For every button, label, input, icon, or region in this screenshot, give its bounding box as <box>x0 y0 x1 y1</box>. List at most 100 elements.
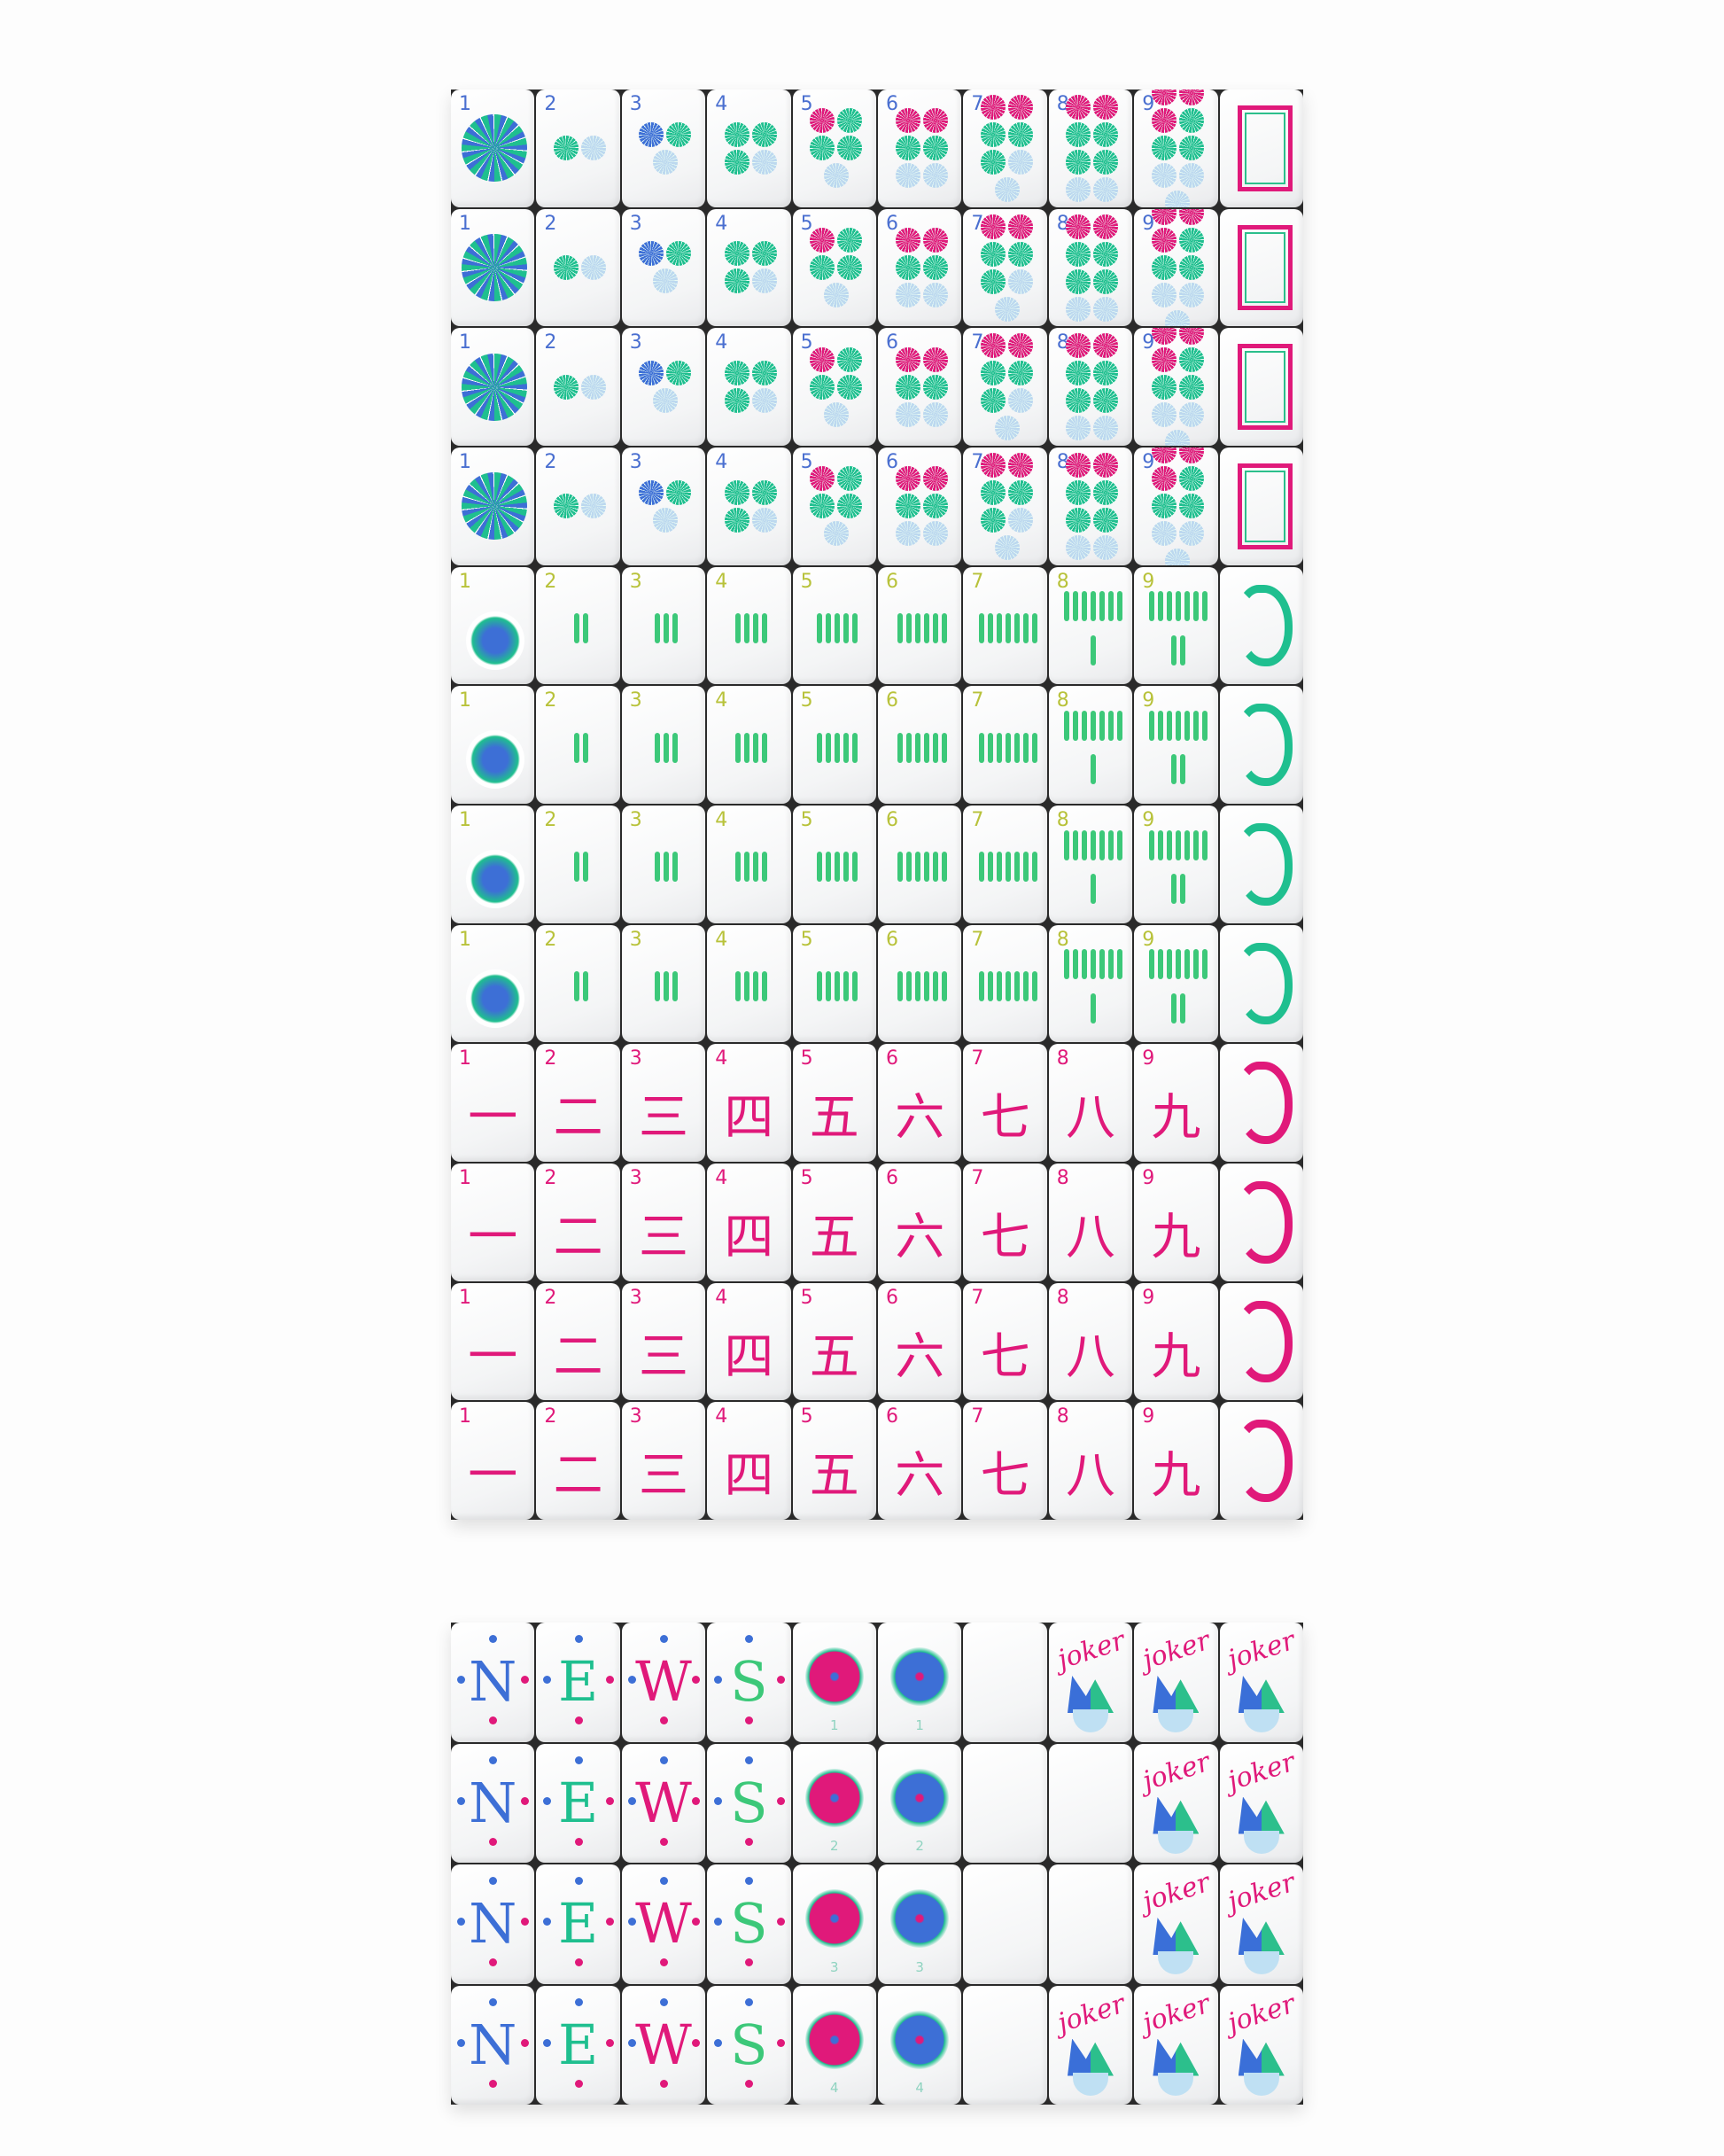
bamboo-stick-icon <box>735 852 742 883</box>
bamboo-tile: 8 <box>1048 806 1133 923</box>
compass-dot-icon <box>777 2038 786 2047</box>
bamboo-stick-icon <box>1072 949 1078 980</box>
dot-pip-icon <box>554 494 579 519</box>
bamboo-tile: 6 <box>878 686 962 804</box>
character-glyph: 九 <box>1151 1209 1201 1266</box>
bamboo-stick-icon <box>1031 970 1037 1001</box>
tile-number: 7 <box>971 1405 984 1428</box>
dot-pip-icon <box>1151 228 1177 253</box>
flower-number: 4 <box>830 2080 839 2096</box>
dot-pip-icon <box>981 388 1006 414</box>
pips <box>462 340 528 433</box>
tile-number: 5 <box>800 93 813 115</box>
peacock-icon <box>466 730 525 790</box>
tile-number: 6 <box>886 93 898 115</box>
bamboo-sticks <box>805 945 869 1029</box>
tile-number: 4 <box>715 331 728 354</box>
dot-pip-icon <box>1151 448 1177 464</box>
tile-number: 7 <box>971 1167 984 1189</box>
dot-pip-icon <box>1093 176 1119 202</box>
pips <box>547 340 612 433</box>
tile-number: 8 <box>1056 689 1069 712</box>
dot-pip-icon <box>922 346 948 372</box>
character-glyph: 一 <box>468 1209 518 1266</box>
compass-dot-icon <box>713 1918 722 1926</box>
dots-tile: 8 <box>1048 448 1133 565</box>
dot-pip-icon <box>922 521 948 547</box>
pips <box>804 222 869 315</box>
bamboo-stick-icon <box>1022 970 1029 1001</box>
bamboo-stick-icon <box>1090 992 1096 1024</box>
dot-pip-icon <box>837 466 863 492</box>
tile-number: 9 <box>1142 570 1155 593</box>
bamboo-stick-icon <box>1158 710 1164 741</box>
bamboo-stick-icon <box>1116 591 1122 622</box>
tile-number: 9 <box>1142 1167 1155 1189</box>
bamboo-stick-icon <box>1031 732 1037 763</box>
dot-pip-icon <box>462 233 528 301</box>
bamboo-tile: 9 <box>1134 806 1218 923</box>
bamboo-stick-icon <box>1090 710 1096 741</box>
bamboo-stick-icon <box>1176 591 1182 622</box>
dot-pip-icon <box>1093 94 1119 120</box>
tile-number: 6 <box>886 212 898 235</box>
wind-letter: S <box>730 1649 768 1714</box>
wind-letter: E <box>557 2012 599 2077</box>
dot-pip-icon <box>1066 121 1091 147</box>
dot-pip-icon <box>1178 448 1204 464</box>
dot-pip-icon <box>652 507 678 533</box>
wind-tile: N <box>451 1743 535 1863</box>
character-glyph: 七 <box>980 1089 1030 1148</box>
wind-tile: E <box>536 1985 620 2105</box>
dot-pip-icon <box>1151 208 1177 225</box>
tile-number: 8 <box>1056 331 1069 354</box>
jester-hat-icon <box>1153 1796 1200 1834</box>
character-glyph: 二 <box>553 1089 603 1148</box>
bamboo-stick-icon <box>753 612 759 643</box>
pips <box>974 333 1039 441</box>
compass-dot-icon <box>659 1997 668 2006</box>
wind-tile: E <box>536 1743 620 1863</box>
dot-pip-icon <box>981 507 1006 533</box>
bamboo-stick-icon <box>744 970 750 1001</box>
dot-pip-icon <box>581 254 607 280</box>
bamboo-sticks <box>975 945 1039 1029</box>
dot-pip-icon <box>1008 94 1034 120</box>
dot-pip-icon <box>666 361 692 386</box>
dot-pip-icon <box>1151 255 1177 280</box>
bamboo-stick-icon <box>1022 852 1029 883</box>
dots-tile: 5 <box>792 90 876 207</box>
dot-pip-icon <box>1008 241 1034 267</box>
bamboo-tile: 6 <box>878 924 962 1043</box>
character-glyph: 二 <box>553 1327 603 1386</box>
joker-label: joker <box>1138 1624 1215 1677</box>
tile-number: 4 <box>715 1167 728 1189</box>
bamboo-stick-icon <box>1063 949 1069 980</box>
bamboo-stick-icon <box>654 732 660 763</box>
tile-number: 5 <box>800 809 813 831</box>
dots-tile: 5 <box>792 328 876 446</box>
bamboo-stick-icon <box>906 612 912 643</box>
pips <box>718 460 783 553</box>
bamboo-stick-icon <box>1193 591 1200 622</box>
flower-number: 1 <box>830 1716 839 1733</box>
compass-dot-icon <box>521 1676 530 1684</box>
compass-dot-icon <box>777 1918 786 1926</box>
bamboo-stick-icon <box>663 612 669 643</box>
wind-tile: S <box>707 1743 791 1863</box>
bamboo-sticks <box>975 587 1039 671</box>
jester-hat-icon <box>1238 1918 1285 1955</box>
tile-number: 2 <box>544 93 557 115</box>
dot-pip-icon <box>981 269 1006 294</box>
bamboo-stick-icon <box>1202 949 1208 980</box>
tile-number: 8 <box>1056 1047 1069 1070</box>
dot-pip-icon <box>895 282 920 307</box>
bamboo-stick-icon <box>753 970 759 1001</box>
